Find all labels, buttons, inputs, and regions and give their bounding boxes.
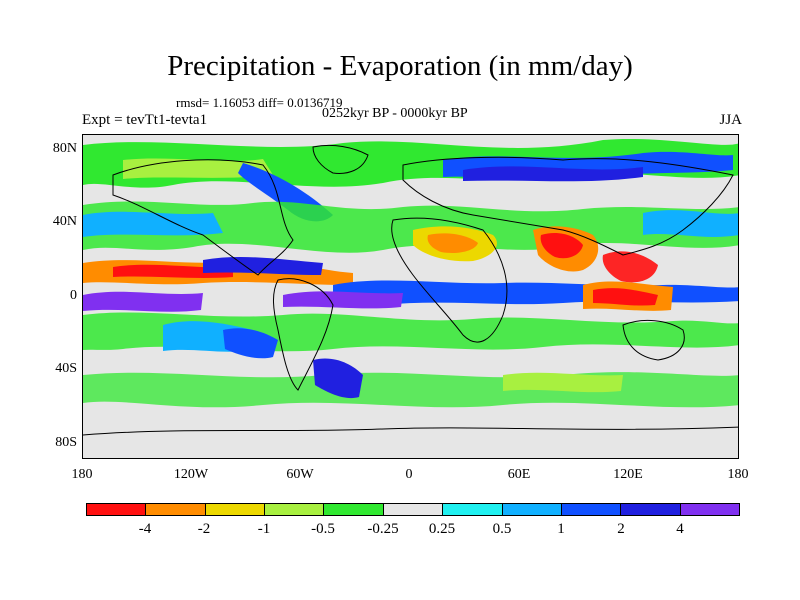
antarctica-outline: [83, 426, 738, 436]
africa-outline: [391, 217, 508, 343]
eurasia-outline: [402, 156, 734, 256]
colorbar-label-7: 1: [557, 521, 565, 537]
y-tick-40s: 40S: [55, 361, 77, 376]
coastlines: [83, 144, 738, 436]
colorbar: [86, 503, 740, 516]
colorbar-label-6: 0.5: [492, 521, 512, 537]
experiment-label: Expt = tevTt1-tevta1: [82, 112, 208, 128]
colorbar-swatch-5: [383, 504, 444, 515]
siberia-deep-wet-band: [463, 166, 643, 182]
colorbar-label-4: -0.25: [367, 521, 399, 537]
equatorial-purple: [283, 291, 403, 309]
south-pacific-deep-blue: [223, 328, 278, 359]
x-tick-120e: 120E: [613, 467, 643, 482]
precip-evap-field: [83, 135, 738, 458]
south-atlantic-blue: [313, 358, 363, 399]
india-red: [540, 233, 583, 259]
north-america-outline: [112, 159, 294, 276]
colorbar-swatch-9: [621, 504, 681, 515]
australia-outline: [622, 320, 685, 361]
y-tick-80s: 80S: [55, 435, 77, 450]
x-tick-60w: 60W: [286, 467, 314, 482]
south-america-outline: [273, 278, 334, 391]
colorbar-label-1: -2: [197, 521, 211, 537]
colorbar-swatch-1: [146, 504, 206, 515]
southern-ocean-green: [83, 372, 738, 408]
colorbar-swatch-8: [561, 504, 622, 515]
colorbar-swatch-2: [205, 504, 266, 515]
southern-ocean-lightgreen: [503, 372, 623, 393]
colorbar-label-2: -1: [257, 521, 271, 537]
x-tick-0: 0: [405, 467, 413, 482]
season-label: JJA: [719, 112, 742, 128]
x-tick-180w: 180: [71, 467, 93, 482]
north-pacific-blue: [83, 211, 223, 237]
sahara-orange: [427, 233, 478, 253]
y-tick-40n: 40N: [52, 214, 77, 229]
rmsd-diff-stats: rmsd= 1.16053 diff= 0.0136719: [176, 95, 343, 110]
colorbar-swatch-3: [265, 504, 325, 515]
x-tick-120w: 120W: [173, 467, 209, 482]
maritime-continent-red: [593, 288, 658, 306]
colorbar-swatch-10: [680, 504, 739, 515]
itcz-pacific-blue: [203, 256, 323, 275]
colorbar-label-0: -4: [138, 521, 152, 537]
colorbar-label-8: 2: [617, 521, 625, 537]
colorbar-label-9: 4: [676, 521, 684, 537]
map-title: Precipitation - Evaporation (in mm/day): [167, 50, 633, 82]
x-tick-60e: 60E: [507, 467, 531, 482]
colorbar-swatch-0: [87, 504, 147, 515]
colorbar-swatch-6: [443, 504, 503, 515]
colorbar-label-3: -0.5: [311, 521, 335, 537]
southeast-asia-red: [602, 251, 658, 283]
map-panel: [82, 134, 739, 459]
colorbar-swatch-4: [324, 504, 384, 515]
y-tick-0: 0: [70, 288, 77, 303]
colorbar-label-5: 0.25: [428, 521, 456, 537]
south-pacific-purple: [83, 291, 203, 312]
greenland-outline: [312, 144, 369, 174]
y-tick-80n: 80N: [52, 141, 77, 156]
x-tick-180e: 180: [727, 467, 749, 482]
colorbar-swatch-7: [502, 504, 562, 515]
period-label: 0252kyr BP - 0000kyr BP: [322, 106, 468, 121]
